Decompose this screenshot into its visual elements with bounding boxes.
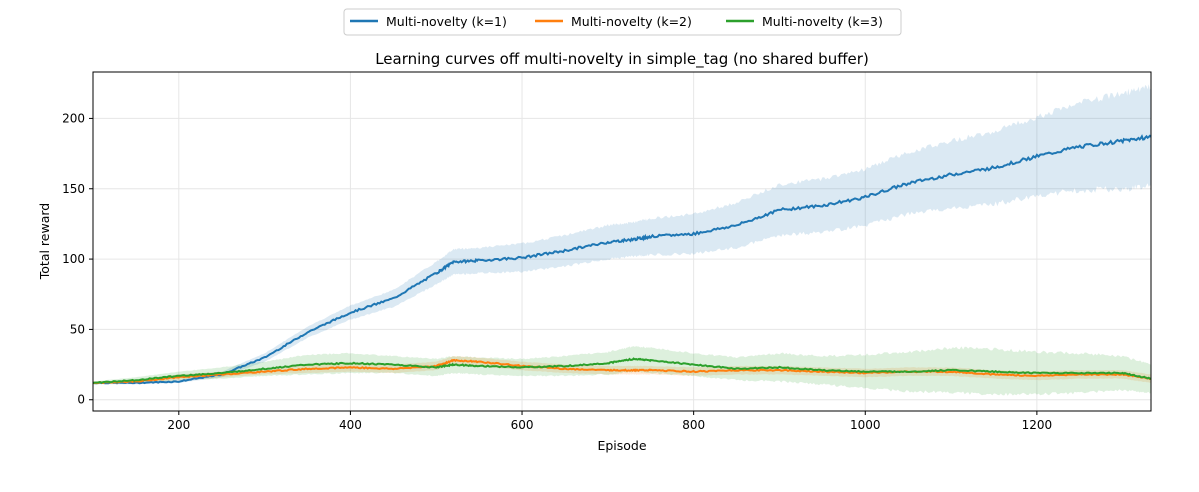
ticks: 200 400 600 800 1000 1200 0 50 100 150 200 [62,111,1052,432]
legend-label-3: Multi-novelty (k=3) [762,14,883,29]
legend-label-1: Multi-novelty (k=1) [386,14,507,29]
series-line-2 [92,358,1152,385]
y-tick-label: 200 [62,111,85,125]
legend: Multi-novelty (k=1) Multi-novelty (k=2) Mu… [343,8,902,36]
y-tick-label: 150 [62,182,85,196]
x-tick-label: 1000 [850,418,881,432]
band-1 [93,84,1151,385]
y-tick-label: 50 [70,322,85,336]
series-line-1 [92,134,1152,385]
series-line-3 [92,357,1151,385]
x-tick-label: 1200 [1022,418,1053,432]
x-tick-label: 400 [339,418,362,432]
x-tick-label: 200 [167,418,190,432]
grid [93,72,1151,411]
x-axis-label: Episode [597,438,646,453]
plot-frame [92,71,1152,412]
legend-box [343,8,902,36]
x-tick-label: 800 [682,418,705,432]
y-axis-label: Total reward [37,203,52,280]
y-tick-label: 0 [77,393,85,407]
y-tick-label: 100 [62,252,85,266]
lines [92,134,1152,385]
legend-label-2: Multi-novelty (k=2) [571,14,692,29]
chart-title: Learning curves off multi-novelty in sim… [375,50,869,69]
x-tick-label: 600 [511,418,534,432]
